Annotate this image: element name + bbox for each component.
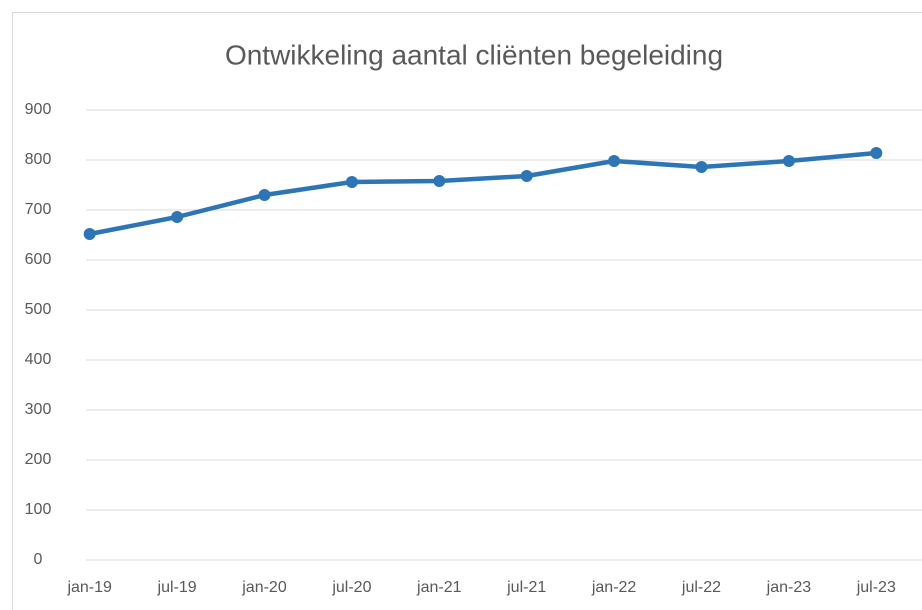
x-tick-label: jul-23 <box>856 579 896 596</box>
chart-frame <box>12 12 922 610</box>
y-tick-label: 200 <box>25 451 52 468</box>
line-marker <box>608 155 621 167</box>
line-marker <box>520 170 533 182</box>
x-tick-label: jan-23 <box>766 579 812 596</box>
y-tick-label: 700 <box>25 201 52 218</box>
y-tick-label: 600 <box>25 251 52 268</box>
y-tick-label: 500 <box>25 301 52 318</box>
y-tick-label: 400 <box>25 351 52 368</box>
x-tick-label: jul-22 <box>681 579 721 596</box>
line-marker <box>171 211 184 223</box>
y-tick-label: 800 <box>25 151 52 168</box>
x-tick-label: jan-19 <box>66 579 112 596</box>
x-tick-label: jul-21 <box>506 579 546 596</box>
line-marker <box>345 176 358 188</box>
x-tick-label: jul-19 <box>157 579 197 596</box>
x-tick-label: jan-20 <box>241 579 287 596</box>
line-marker <box>695 161 708 173</box>
y-tick-label: 100 <box>25 501 52 518</box>
line-marker <box>83 228 96 240</box>
line-marker <box>870 147 883 159</box>
x-tick-label: jul-20 <box>331 579 371 596</box>
line-marker <box>433 175 446 187</box>
y-tick-label: 900 <box>25 101 52 118</box>
line-marker <box>258 189 271 201</box>
chart-title: Ontwikkeling aantal cliënten begeleiding <box>225 39 723 70</box>
x-tick-label: jan-21 <box>416 579 462 596</box>
line-marker <box>782 155 795 167</box>
line-series <box>89 150 877 237</box>
y-tick-label: 0 <box>34 551 43 568</box>
y-tick-label: 300 <box>25 401 52 418</box>
x-tick-label: jan-22 <box>591 579 637 596</box>
